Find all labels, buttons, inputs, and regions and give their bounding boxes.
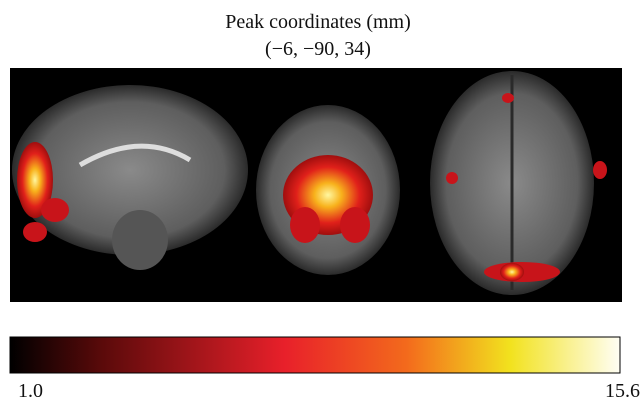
activation <box>23 222 47 242</box>
colorbar <box>10 337 620 373</box>
brain-images <box>10 68 622 302</box>
cerebellum <box>112 210 168 270</box>
colorbar-max-label: 15.6 <box>605 380 640 402</box>
coordinates: (−6, −90, 34) <box>265 38 371 60</box>
activation <box>41 198 69 222</box>
activation <box>446 172 458 184</box>
colorbar-min-label: 1.0 <box>18 380 43 402</box>
figure: Peak coordinates (mm) (−6, −90, 34) 1.0 … <box>0 0 643 409</box>
activation <box>593 161 607 179</box>
activation <box>290 207 320 243</box>
title: Peak coordinates (mm) <box>225 11 411 33</box>
activation <box>340 207 370 243</box>
activation <box>500 263 524 281</box>
activation <box>502 93 514 103</box>
page: Peak coordinates (mm) (−6, −90, 34) 1.0 … <box>0 0 643 409</box>
